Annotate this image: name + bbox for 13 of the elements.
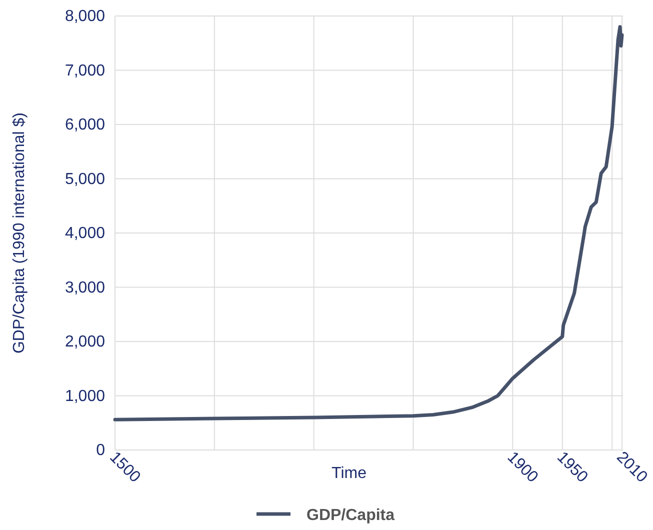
y-tick-label: 2,000	[64, 334, 106, 351]
y-tick-label: 3,000	[64, 279, 106, 296]
y-tick-label: 0	[96, 442, 106, 460]
y-tick-label: 7,000	[64, 62, 106, 80]
y-tick-label: 6,000	[64, 116, 106, 134]
y-axis-title: GDP/Capita (1990 international $)	[11, 112, 28, 354]
legend-label: GDP/Capita	[306, 507, 395, 524]
line-series	[113, 25, 624, 422]
y-tick-label: 1,000	[64, 388, 106, 405]
y-tick-label: 8,000	[64, 8, 106, 26]
y-tick-label: 4,000	[64, 225, 106, 242]
y-tick-label: 5,000	[64, 170, 106, 188]
x-axis-title: Time	[332, 465, 367, 482]
